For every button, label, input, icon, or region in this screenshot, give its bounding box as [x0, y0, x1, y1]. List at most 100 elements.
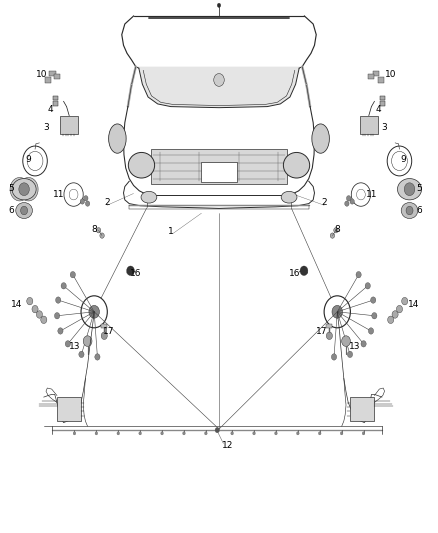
Circle shape [372, 312, 377, 319]
Bar [373, 71, 379, 76]
Circle shape [332, 305, 343, 318]
Circle shape [134, 156, 149, 175]
Circle shape [85, 201, 90, 206]
Circle shape [365, 282, 371, 289]
Circle shape [253, 432, 255, 435]
Circle shape [361, 341, 366, 347]
Text: 9: 9 [400, 156, 406, 164]
Circle shape [300, 266, 308, 276]
Text: 6: 6 [8, 206, 14, 215]
Circle shape [10, 177, 29, 201]
Circle shape [54, 312, 60, 319]
Circle shape [117, 432, 120, 435]
Ellipse shape [398, 179, 421, 200]
Circle shape [347, 351, 353, 358]
Circle shape [392, 311, 398, 318]
Text: 13: 13 [349, 342, 360, 351]
Bar [53, 96, 58, 100]
Circle shape [330, 233, 335, 238]
Circle shape [345, 201, 349, 206]
Text: 16: 16 [130, 269, 141, 278]
Circle shape [356, 271, 361, 278]
Bar [380, 101, 385, 106]
Text: 16: 16 [289, 269, 300, 278]
Circle shape [101, 332, 107, 340]
Circle shape [214, 74, 224, 86]
Circle shape [183, 432, 185, 435]
Ellipse shape [312, 124, 329, 154]
Circle shape [326, 332, 332, 340]
Circle shape [392, 151, 407, 171]
Text: 4: 4 [48, 105, 53, 114]
Circle shape [350, 199, 354, 204]
Text: 5: 5 [417, 184, 423, 192]
Text: 2: 2 [105, 198, 110, 207]
Circle shape [80, 199, 85, 204]
Bar [54, 74, 60, 79]
Circle shape [388, 316, 394, 324]
Circle shape [56, 297, 61, 303]
Circle shape [27, 297, 33, 305]
Circle shape [334, 228, 338, 233]
Text: 8: 8 [91, 225, 97, 233]
Circle shape [100, 233, 104, 238]
Bar [57, 397, 81, 421]
Circle shape [362, 432, 365, 435]
Circle shape [19, 183, 29, 196]
Circle shape [70, 271, 75, 278]
Text: 3: 3 [43, 124, 49, 132]
Circle shape [95, 432, 98, 435]
Circle shape [84, 196, 88, 201]
Text: 5: 5 [8, 184, 14, 192]
Circle shape [217, 3, 221, 7]
Circle shape [61, 282, 66, 289]
Circle shape [205, 432, 207, 435]
Circle shape [324, 296, 350, 328]
Bar [60, 116, 78, 134]
Circle shape [275, 432, 277, 435]
Circle shape [215, 427, 219, 433]
Circle shape [23, 146, 47, 176]
Text: 1: 1 [168, 228, 174, 236]
Circle shape [231, 432, 233, 435]
Polygon shape [136, 67, 302, 108]
Bar [49, 71, 56, 76]
Text: 3: 3 [381, 124, 387, 132]
Circle shape [332, 354, 337, 360]
Circle shape [371, 297, 376, 303]
Bar [53, 101, 58, 106]
Circle shape [41, 316, 47, 324]
Bar [380, 96, 385, 100]
Text: 14: 14 [11, 301, 22, 309]
Circle shape [406, 206, 413, 215]
Circle shape [58, 328, 63, 334]
Text: 10: 10 [36, 70, 47, 79]
Circle shape [342, 336, 350, 346]
Bar [201, 162, 237, 182]
Bar [378, 77, 384, 83]
Ellipse shape [283, 152, 310, 178]
Circle shape [127, 266, 134, 276]
Ellipse shape [128, 152, 155, 178]
Circle shape [297, 432, 299, 435]
Circle shape [139, 432, 141, 435]
Text: 13: 13 [69, 342, 80, 351]
Circle shape [32, 305, 38, 313]
Circle shape [357, 189, 365, 200]
Ellipse shape [16, 203, 32, 219]
Bar [368, 74, 374, 79]
Text: 17: 17 [316, 327, 327, 336]
Circle shape [73, 432, 76, 435]
Circle shape [83, 336, 92, 346]
Circle shape [79, 351, 84, 358]
Circle shape [21, 206, 28, 215]
Text: 11: 11 [366, 190, 377, 199]
Circle shape [81, 296, 107, 328]
Circle shape [346, 196, 351, 201]
Text: 6: 6 [417, 206, 423, 215]
Circle shape [36, 311, 42, 318]
Circle shape [27, 151, 43, 171]
Circle shape [65, 341, 71, 347]
Circle shape [387, 146, 412, 176]
Circle shape [368, 328, 374, 334]
